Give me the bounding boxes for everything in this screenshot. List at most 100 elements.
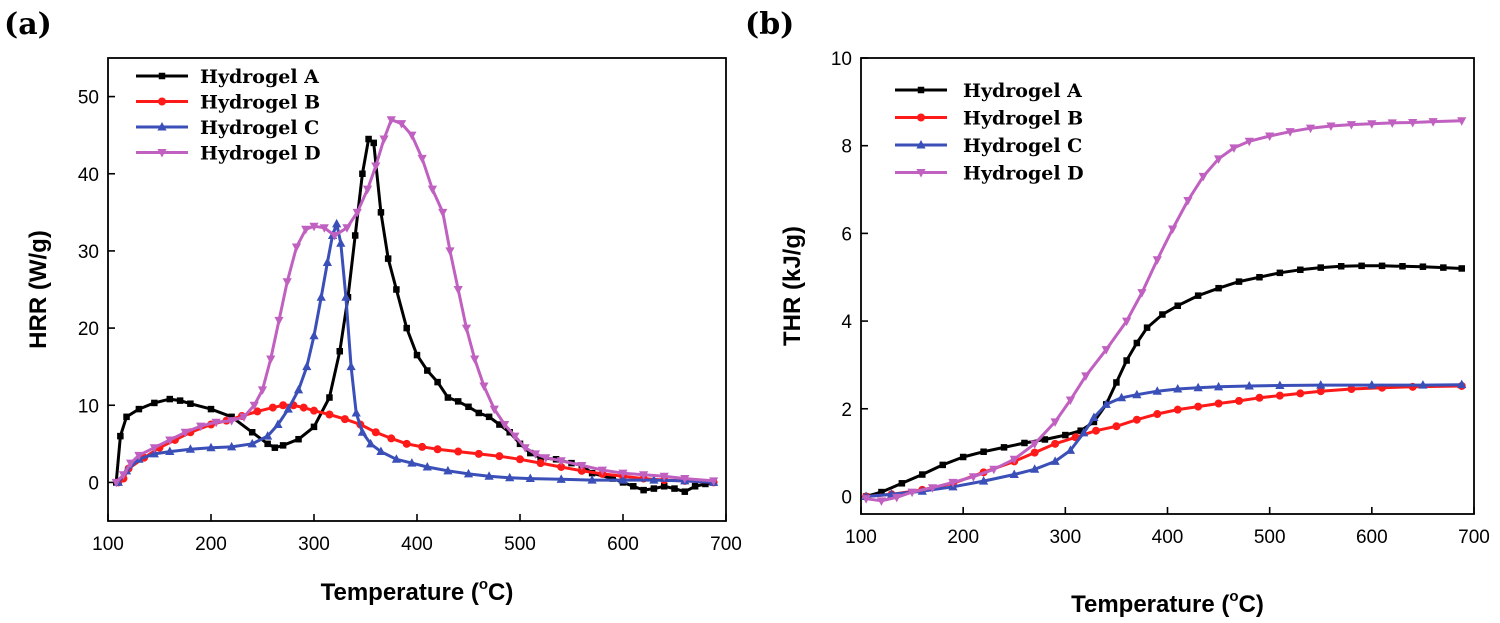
data-point xyxy=(1153,410,1162,419)
legend-marker xyxy=(158,97,166,106)
data-point xyxy=(1244,380,1254,390)
p1-xtick-label: 300 xyxy=(1049,527,1081,548)
data-point xyxy=(443,465,453,475)
data-point xyxy=(295,435,302,443)
data-point xyxy=(709,477,719,486)
p0-xtick-label: 600 xyxy=(607,534,639,555)
data-point xyxy=(433,445,442,454)
p1-series-hydrogel-a xyxy=(862,262,1465,500)
data-point xyxy=(151,399,158,407)
data-point xyxy=(1305,124,1316,134)
series-line xyxy=(865,119,1462,503)
legend-label: Hydrogel C xyxy=(200,117,319,139)
data-point xyxy=(587,475,597,484)
p1-ytick-label: 2 xyxy=(841,400,852,421)
p1-xtick-label: 500 xyxy=(1254,527,1286,548)
p1-ytick-label: 8 xyxy=(841,137,852,158)
data-point xyxy=(149,448,159,458)
data-point xyxy=(485,413,493,421)
series-line xyxy=(865,264,1462,498)
data-point xyxy=(257,386,268,395)
data-point xyxy=(268,403,277,412)
p1-series-hydrogel-d xyxy=(861,117,1467,506)
data-point xyxy=(939,461,946,469)
legend-marker xyxy=(917,86,925,94)
p0-ytick-label: 40 xyxy=(78,165,99,186)
data-point xyxy=(878,488,885,496)
data-point xyxy=(340,415,349,424)
p1-xtick-label: 200 xyxy=(947,527,979,548)
data-point xyxy=(206,442,216,452)
data-point xyxy=(1077,427,1084,434)
legend-label: Hydrogel C xyxy=(963,135,1082,157)
data-point xyxy=(1235,396,1244,405)
data-point xyxy=(1296,389,1305,398)
data-point xyxy=(118,471,129,480)
data-point xyxy=(1030,448,1039,457)
data-point xyxy=(876,497,887,506)
data-point xyxy=(1065,445,1076,454)
panel-a: (a) 100 200 300 400 500 600 700 0 10 20 30 40 50 HRR … xyxy=(4,7,742,606)
data-point xyxy=(253,407,262,416)
data-point xyxy=(1418,380,1428,389)
data-point xyxy=(402,439,411,448)
legend-marker xyxy=(916,169,926,178)
data-point xyxy=(980,448,987,455)
data-point xyxy=(1458,265,1465,272)
data-point xyxy=(475,409,483,417)
data-point xyxy=(365,135,372,143)
p0-ytick-label: 0 xyxy=(88,473,99,494)
data-point xyxy=(248,429,256,436)
data-point xyxy=(474,449,483,458)
data-point xyxy=(438,208,448,218)
p1-series-hydrogel-c xyxy=(861,379,1467,500)
data-point xyxy=(249,401,259,411)
data-point xyxy=(1030,464,1040,473)
p1-ytick-label: 0 xyxy=(841,487,852,508)
p0-y-axis-label: HRR (W/g) xyxy=(25,230,52,349)
data-point xyxy=(336,238,346,247)
data-point xyxy=(362,185,373,195)
data-point xyxy=(310,423,318,431)
data-point xyxy=(403,324,410,332)
p0-ytick-label: 30 xyxy=(78,242,99,263)
data-point xyxy=(263,431,273,440)
p0-x-axis-label: Temperature (oC) xyxy=(321,576,514,606)
data-point xyxy=(266,355,276,364)
data-point xyxy=(123,413,130,421)
data-point xyxy=(505,472,515,482)
series-line xyxy=(865,383,1462,498)
data-point xyxy=(968,473,978,482)
data-point xyxy=(597,466,607,476)
data-point xyxy=(341,292,351,301)
p0-xtick-label: 200 xyxy=(195,534,227,555)
data-point xyxy=(640,486,647,494)
legend-marker xyxy=(917,113,925,122)
data-point xyxy=(1317,264,1324,271)
data-point xyxy=(413,351,421,359)
data-point xyxy=(959,453,967,461)
data-point xyxy=(351,232,359,239)
data-point xyxy=(691,483,699,490)
data-point xyxy=(1275,391,1284,400)
data-point xyxy=(239,413,249,422)
data-point xyxy=(1198,172,1208,182)
data-point xyxy=(166,395,174,403)
data-point xyxy=(1326,122,1336,131)
data-point xyxy=(393,286,400,293)
data-point xyxy=(117,432,124,440)
data-point xyxy=(366,438,376,448)
data-point xyxy=(247,438,257,448)
data-point xyxy=(530,450,541,459)
data-point xyxy=(417,154,427,164)
legend-label: Hydrogel B xyxy=(200,92,320,114)
data-point xyxy=(336,347,343,355)
data-point xyxy=(525,473,535,483)
data-point xyxy=(1091,426,1100,435)
data-point xyxy=(1297,266,1304,274)
p0-legend-entry: Hydrogel B xyxy=(136,92,320,114)
data-point xyxy=(1229,144,1239,153)
data-point xyxy=(359,170,366,177)
data-point xyxy=(346,361,356,371)
